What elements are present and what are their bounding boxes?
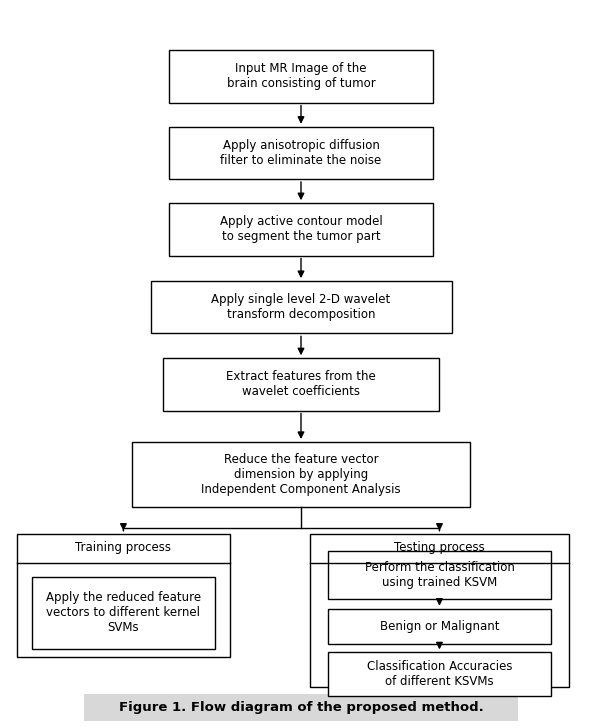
Text: Perform the classification
using trained KSVM: Perform the classification using trained… [365, 561, 514, 589]
FancyBboxPatch shape [132, 442, 470, 507]
Text: Apply anisotropic diffusion
filter to eliminate the noise: Apply anisotropic diffusion filter to el… [220, 139, 382, 167]
FancyBboxPatch shape [328, 552, 551, 598]
Text: Apply active contour model
to segment the tumor part: Apply active contour model to segment th… [220, 215, 382, 243]
Text: Apply single level 2-D wavelet
transform decomposition: Apply single level 2-D wavelet transform… [211, 293, 391, 321]
FancyBboxPatch shape [328, 609, 551, 644]
Text: Apply the reduced feature
vectors to different kernel
SVMs: Apply the reduced feature vectors to dif… [46, 591, 201, 635]
FancyBboxPatch shape [328, 652, 551, 696]
Text: Input MR Image of the
brain consisting of tumor: Input MR Image of the brain consisting o… [226, 63, 376, 90]
Text: Extract features from the
wavelet coefficients: Extract features from the wavelet coeffi… [226, 371, 376, 398]
FancyBboxPatch shape [169, 50, 433, 103]
Text: Reduce the feature vector
dimension by applying
Independent Component Analysis: Reduce the feature vector dimension by a… [201, 453, 401, 496]
FancyBboxPatch shape [169, 203, 433, 256]
FancyBboxPatch shape [310, 534, 569, 687]
Text: Figure 1. Flow diagram of the proposed method.: Figure 1. Flow diagram of the proposed m… [119, 701, 483, 714]
Text: Testing process: Testing process [394, 541, 485, 554]
FancyBboxPatch shape [150, 281, 452, 333]
FancyBboxPatch shape [31, 577, 216, 649]
FancyBboxPatch shape [169, 127, 433, 179]
FancyBboxPatch shape [17, 534, 230, 657]
FancyBboxPatch shape [84, 694, 518, 721]
Text: Benign or Malignant: Benign or Malignant [380, 620, 499, 633]
Text: Training process: Training process [75, 541, 172, 554]
Text: Classification Accuracies
of different KSVMs: Classification Accuracies of different K… [367, 660, 512, 688]
FancyBboxPatch shape [163, 358, 439, 411]
